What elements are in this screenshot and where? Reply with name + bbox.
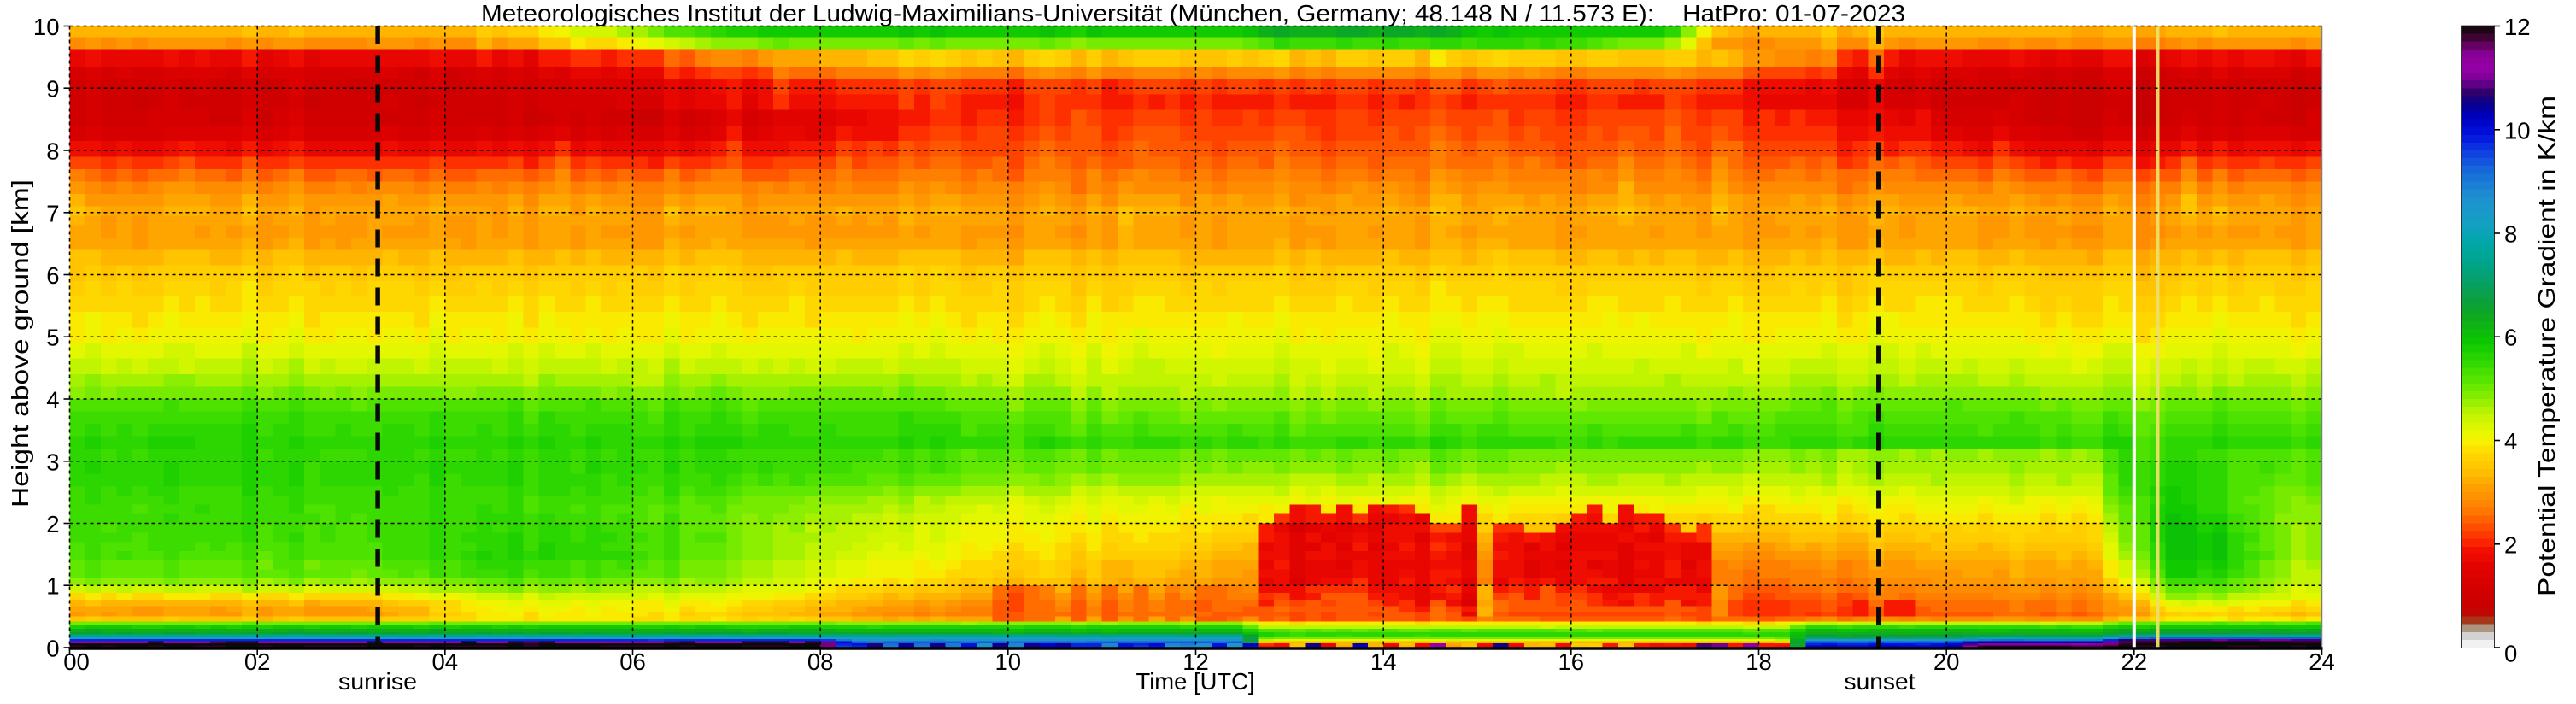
svg-text:06: 06 xyxy=(619,648,646,675)
svg-text:3: 3 xyxy=(46,449,59,475)
svg-text:2: 2 xyxy=(2504,531,2517,558)
svg-text:5: 5 xyxy=(46,325,59,351)
svg-text:Time [UTC]: Time [UTC] xyxy=(1136,668,1255,695)
svg-text:14: 14 xyxy=(1370,648,1397,675)
svg-text:08: 08 xyxy=(807,648,834,675)
svg-text:10: 10 xyxy=(2504,117,2531,144)
svg-text:12: 12 xyxy=(1182,648,1209,675)
svg-text:7: 7 xyxy=(46,200,59,226)
svg-text:20: 20 xyxy=(1933,648,1960,675)
svg-text:2: 2 xyxy=(46,511,59,537)
svg-text:10: 10 xyxy=(33,14,60,40)
svg-text:16: 16 xyxy=(1558,648,1585,675)
svg-text:10: 10 xyxy=(995,648,1022,675)
svg-text:8: 8 xyxy=(46,138,59,165)
svg-text:8: 8 xyxy=(2504,221,2517,248)
svg-text:18: 18 xyxy=(1746,648,1772,675)
svg-text:1: 1 xyxy=(46,573,59,600)
svg-text:4: 4 xyxy=(2504,428,2517,455)
svg-text:Meteorologisches Institut der: Meteorologisches Institut der Ludwig-Max… xyxy=(481,0,1905,26)
svg-text:sunrise: sunrise xyxy=(338,668,417,695)
svg-text:6: 6 xyxy=(46,262,59,289)
svg-text:24: 24 xyxy=(2309,648,2335,675)
svg-text:sunset: sunset xyxy=(1845,668,1916,695)
svg-text:9: 9 xyxy=(46,76,59,103)
svg-text:12: 12 xyxy=(2504,14,2531,40)
svg-text:04: 04 xyxy=(432,648,459,675)
svg-text:4: 4 xyxy=(46,387,59,414)
svg-text:22: 22 xyxy=(2121,648,2148,675)
svg-text:0: 0 xyxy=(2504,641,2517,667)
svg-text:00: 00 xyxy=(63,648,90,675)
svg-text:Height above ground [km]: Height above ground [km] xyxy=(7,179,33,507)
svg-text:0: 0 xyxy=(46,636,59,662)
svg-text:02: 02 xyxy=(244,648,271,675)
svg-text:Potential Temperature Gradient: Potential Temperature Gradient in K/km xyxy=(2533,96,2560,596)
svg-text:6: 6 xyxy=(2504,325,2517,351)
